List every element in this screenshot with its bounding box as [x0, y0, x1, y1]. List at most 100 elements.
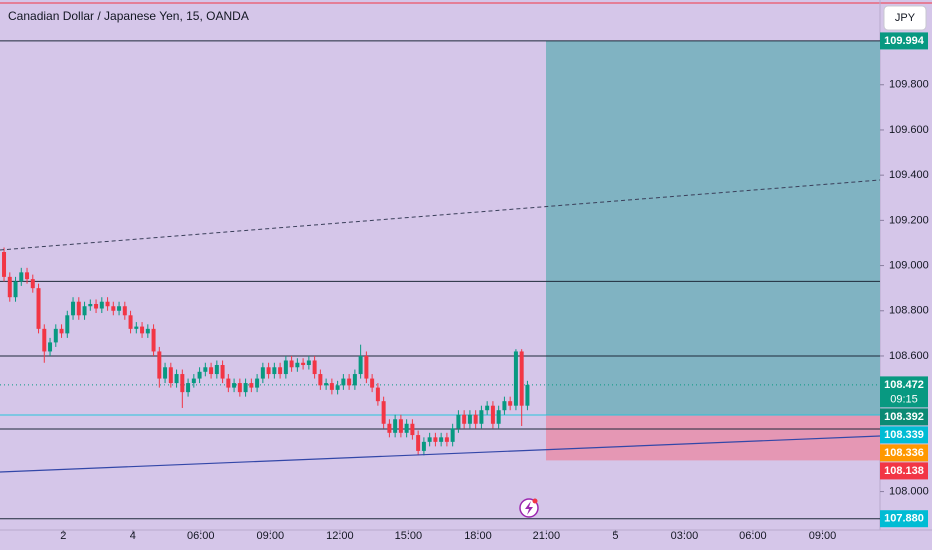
candle-body: [94, 303, 99, 309]
event-icon[interactable]: [519, 498, 539, 518]
currency-button-label[interactable]: JPY: [895, 12, 916, 24]
candle-body: [456, 414, 461, 429]
price-tag: [880, 462, 928, 480]
candle-body: [318, 374, 323, 386]
price-tag-label: 108.138: [884, 465, 924, 477]
x-tick-label: 2: [60, 530, 66, 542]
candle-body: [209, 367, 214, 375]
candle-body: [13, 281, 18, 298]
candle-body: [163, 367, 168, 379]
candle-body: [347, 378, 352, 386]
candle-body: [191, 378, 196, 384]
candle-body: [519, 351, 524, 406]
candle-body: [462, 414, 467, 424]
candle-body: [289, 360, 294, 368]
candle-body: [203, 367, 208, 372]
x-tick-label: 21:00: [533, 530, 561, 542]
y-tick-label: 108.600: [889, 350, 929, 362]
candle-body: [255, 378, 260, 388]
y-tick-label: 108.000: [889, 485, 929, 497]
candle-body: [151, 328, 156, 352]
candle-body: [479, 410, 484, 424]
candle-body: [105, 301, 110, 307]
candle-body: [122, 306, 127, 316]
candle-body: [485, 405, 490, 411]
candle-body: [375, 387, 380, 402]
y-tick-label: 108.800: [889, 305, 929, 317]
candle-body: [306, 360, 311, 366]
candle-body: [226, 378, 231, 388]
y-tick-label: 109.200: [889, 214, 929, 226]
candle-body: [76, 301, 81, 316]
candle-body: [525, 384, 530, 406]
candle-body: [324, 383, 329, 386]
dashed-trend-line: [0, 179, 881, 251]
candle-body: [36, 288, 41, 329]
candle-body: [393, 419, 398, 433]
loss-zone: [546, 414, 880, 461]
candle-body: [249, 383, 254, 388]
x-tick-label: 18:00: [464, 530, 492, 542]
candle-body: [364, 355, 369, 379]
y-tick-label: 109.400: [889, 169, 929, 181]
candle-body: [427, 437, 432, 442]
candle-body: [398, 419, 403, 433]
candle-body: [140, 326, 145, 334]
candle-body: [88, 303, 93, 307]
countdown-label: 09:15: [890, 393, 918, 405]
candle-body: [53, 328, 58, 343]
candle-body: [421, 441, 426, 451]
candle-body: [71, 301, 76, 316]
candle-body: [174, 374, 179, 384]
candle-body: [312, 360, 317, 375]
candle-body: [490, 405, 495, 424]
price-tag-label: 108.392: [884, 411, 924, 423]
candle-body: [513, 351, 518, 406]
candle-body: [111, 306, 116, 311]
price-tag-label: 107.880: [884, 513, 924, 525]
candle-body: [278, 367, 283, 375]
candle-body: [128, 315, 133, 329]
price-tag-label: 108.336: [884, 447, 924, 459]
candle-body: [433, 437, 438, 442]
candle-body: [59, 328, 64, 334]
candle-body: [502, 401, 507, 411]
price-tag: [880, 444, 928, 462]
candle-body: [370, 378, 375, 388]
x-tick-label: 09:00: [257, 530, 285, 542]
x-tick-label: 03:00: [671, 530, 699, 542]
candle-body: [214, 365, 219, 375]
x-tick-label: 06:00: [187, 530, 215, 542]
y-tick-label: 109.000: [889, 259, 929, 271]
candle-body: [134, 326, 139, 329]
candle-body: [186, 383, 191, 393]
candle-body: [157, 351, 162, 379]
candle-body: [410, 423, 415, 436]
x-tick-label: 15:00: [395, 530, 423, 542]
candle-body: [283, 360, 288, 375]
x-tick-label: 5: [612, 530, 618, 542]
candle-body: [335, 385, 340, 390]
candle-body: [243, 383, 248, 393]
candle-body: [439, 437, 444, 442]
candle-body: [358, 355, 363, 375]
candle-body: [450, 428, 455, 442]
price-tag: [880, 510, 928, 528]
price-tag: [880, 376, 928, 408]
candle-body: [145, 328, 150, 334]
candle-body: [232, 383, 237, 388]
candle-body: [329, 383, 334, 390]
candle-body: [260, 367, 265, 379]
candle-body: [168, 367, 173, 384]
candle-body: [7, 276, 12, 298]
plot-area: [0, 40, 880, 520]
candle-body: [2, 252, 7, 277]
currency-button[interactable]: [883, 5, 927, 31]
candle-body: [30, 279, 35, 289]
candle-body: [266, 367, 271, 375]
candle-body: [99, 301, 104, 309]
candle-body: [404, 423, 409, 433]
candle-body: [25, 272, 30, 280]
candle-body: [220, 365, 225, 379]
candle-body: [82, 306, 87, 316]
